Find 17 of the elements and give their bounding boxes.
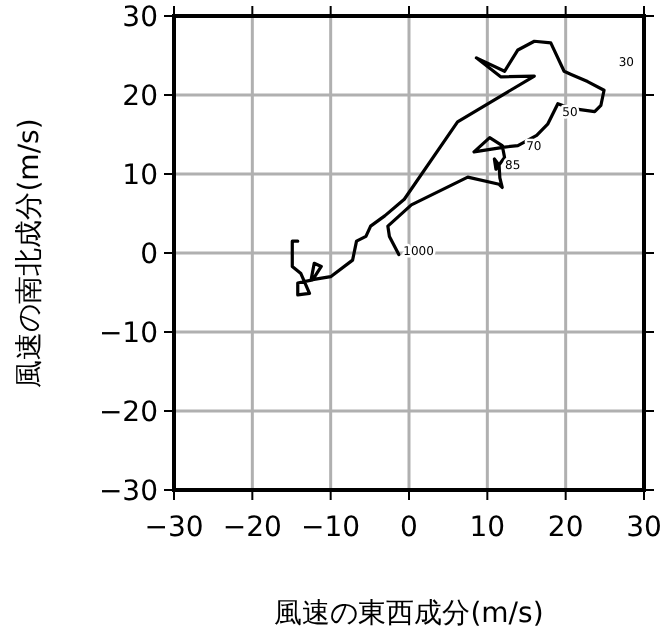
y-tick-label: 0 [140,239,158,271]
x-tick-label: −10 [301,512,361,544]
y-tick-label: −20 [98,397,158,429]
y-tick-label: 20 [122,81,158,113]
x-tick-label: 10 [469,512,506,544]
y-tick-label: −10 [98,318,158,350]
line-series [290,39,606,297]
x-tick-label: −20 [222,512,282,544]
x-tick-label: 0 [400,512,418,544]
y-tick-label: 10 [122,160,158,192]
y-axis-title: 風速の南北成分(m/s) [14,118,46,388]
x-tick-label: 30 [626,512,662,544]
x-tick-label: −30 [144,512,204,544]
x-tick-label: 20 [547,512,584,544]
y-tick-label: 30 [122,2,158,34]
x-axis-title: 風速の東西成分(m/s) [274,598,544,630]
y-tick-label: −30 [98,476,158,508]
